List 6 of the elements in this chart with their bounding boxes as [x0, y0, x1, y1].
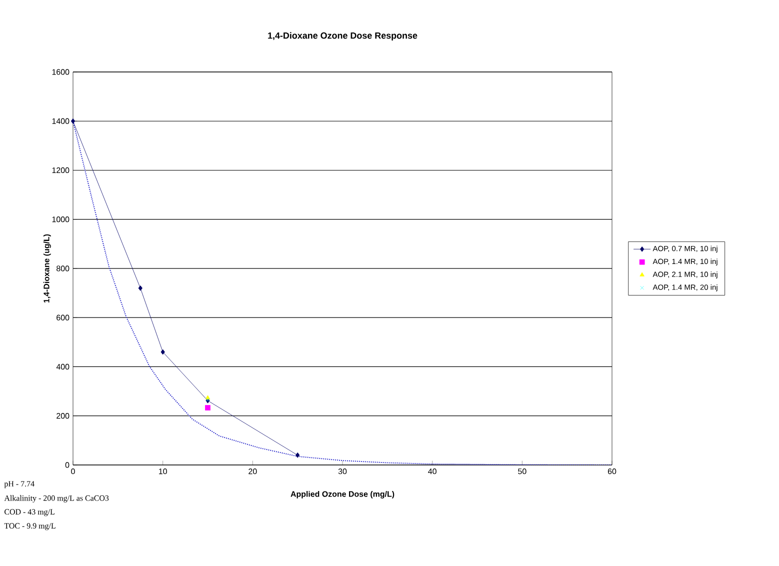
point [205, 405, 210, 410]
point [160, 349, 165, 355]
point [296, 452, 300, 458]
point [138, 285, 142, 291]
point [70, 118, 76, 124]
chart-title: 1,4-Dioxane Ozone Dose Response [268, 32, 418, 40]
